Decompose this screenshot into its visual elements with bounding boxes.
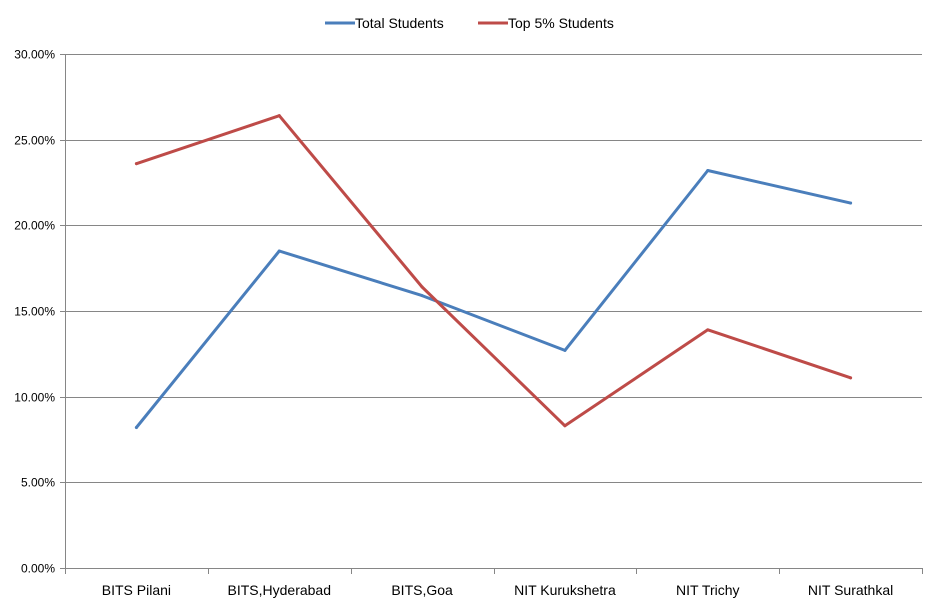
data-point [706, 328, 710, 332]
data-point [277, 249, 281, 253]
x-tick-label: NIT Trichy [676, 582, 740, 598]
data-point [134, 162, 138, 166]
gridlines [65, 54, 922, 483]
x-tick-label: BITS Pilani [102, 582, 171, 598]
x-tick-labels: BITS Pilani BITS,Hyderabad BITS,Goa NIT Kur… [102, 582, 893, 598]
x-tick-label: NIT Kurukshetra [514, 582, 616, 598]
data-point [134, 426, 138, 430]
series-line-0 [134, 169, 853, 429]
y-tick-label: 20.00% [14, 219, 55, 233]
legend-label: Total Students [355, 15, 444, 31]
data-point [849, 201, 853, 205]
data-point [420, 294, 424, 298]
data-point [706, 169, 710, 173]
legend: Total Students Top 5% Students [325, 15, 614, 31]
legend-label: Top 5% Students [508, 15, 614, 31]
y-tick-label: 15.00% [14, 305, 55, 319]
data-point [420, 285, 424, 289]
series-line-1 [134, 114, 853, 428]
y-tick-labels: 0.00% 5.00% 10.00% 15.00% 20.00% 25.00% 30.00% [14, 48, 55, 576]
y-tick-label: 5.00% [21, 476, 55, 490]
axes [60, 54, 923, 574]
x-tick-label: BITS,Hyderabad [228, 582, 332, 598]
data-point [277, 114, 281, 118]
x-tick-label: BITS,Goa [391, 582, 453, 598]
data-point [563, 348, 567, 352]
x-tick-label: NIT Surathkal [808, 582, 893, 598]
y-tick-label: 25.00% [14, 134, 55, 148]
y-tick-label: 30.00% [14, 48, 55, 62]
y-tick-label: 0.00% [21, 562, 55, 576]
data-point [849, 376, 853, 380]
data-point [563, 424, 567, 428]
y-tick-label: 10.00% [14, 391, 55, 405]
series-lines [134, 114, 853, 430]
